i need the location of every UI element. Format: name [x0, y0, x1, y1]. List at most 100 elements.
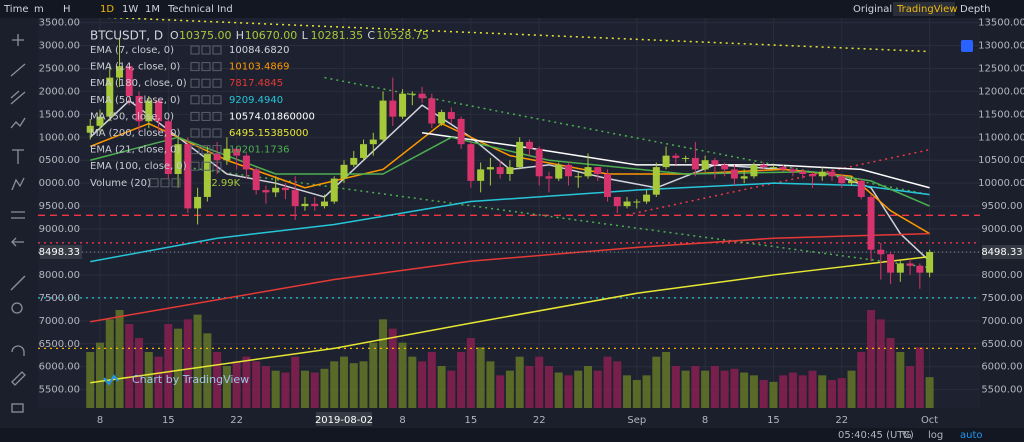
- candle-body: [301, 203, 309, 207]
- indicator-button[interactable]: [212, 128, 222, 138]
- indicator-button[interactable]: [201, 45, 211, 55]
- y-tick-label-left: 11000.00: [32, 132, 80, 143]
- volume-bar: [574, 370, 583, 408]
- volume-bar: [135, 338, 144, 408]
- shape-tool[interactable]: [11, 177, 25, 191]
- pattern-tool[interactable]: [10, 117, 26, 129]
- candle-body: [848, 180, 856, 184]
- y-tick-label-left: 12500.00: [32, 63, 80, 74]
- indicator-button[interactable]: [160, 178, 170, 188]
- candle-body: [477, 169, 485, 181]
- line-tool[interactable]: [10, 63, 26, 77]
- left-toolbar: [0, 18, 38, 442]
- y-tick-label: 6500.00: [981, 339, 1022, 350]
- volume-bar: [437, 366, 446, 408]
- candle-body: [574, 176, 582, 178]
- indicator-button[interactable]: [212, 161, 222, 171]
- interval-button[interactable]: H: [63, 4, 71, 15]
- back-tool[interactable]: [11, 237, 24, 247]
- candle-body: [721, 164, 729, 170]
- volume-bar: [515, 356, 524, 408]
- y-tick-label-left: 10500.00: [32, 155, 80, 166]
- candle-body: [838, 176, 846, 184]
- volume-bar: [847, 370, 856, 408]
- indicator-button[interactable]: [212, 95, 222, 105]
- volume-bar: [720, 370, 729, 408]
- view-button[interactable]: Depth: [960, 4, 990, 15]
- y-tick-label-left: 7000.00: [39, 316, 80, 327]
- indicator-reading: 10201.1736: [229, 145, 289, 156]
- indicator-button[interactable]: [212, 111, 222, 121]
- y-tick-label: 11000.00: [978, 132, 1024, 143]
- indicator-button[interactable]: [201, 62, 211, 72]
- indicator-button[interactable]: [190, 62, 200, 72]
- indicator-reading: 10103.4869: [229, 62, 289, 73]
- indicator-button[interactable]: [190, 45, 200, 55]
- volume-bar: [535, 356, 544, 408]
- indicator-button[interactable]: [190, 78, 200, 88]
- candle-body: [691, 157, 699, 170]
- indicator-button[interactable]: [201, 145, 211, 155]
- volume-bar: [652, 356, 661, 408]
- indicator-button[interactable]: [212, 78, 222, 88]
- crosshair-tool[interactable]: [12, 34, 24, 46]
- lock-tool[interactable]: [11, 403, 24, 413]
- indicator-name: MA (200, close, 0): [90, 128, 180, 139]
- candle-body: [926, 252, 934, 273]
- indicator-button[interactable]: [190, 95, 200, 105]
- candle-body: [525, 141, 533, 149]
- indicator-button[interactable]: [201, 161, 211, 171]
- interval-button[interactable]: 1M: [145, 4, 160, 15]
- indicator-button[interactable]: [201, 78, 211, 88]
- log-toggle[interactable]: log: [928, 430, 943, 441]
- interval-button[interactable]: Time: [3, 4, 28, 15]
- legend: BTCUSDT, D O 10375.00 H 10670.00 L 10281.35 C 1…: [90, 29, 429, 189]
- volume-bar: [691, 366, 700, 408]
- volume-bar: [740, 372, 749, 408]
- interval-button[interactable]: 1D: [100, 4, 114, 15]
- candle-body: [145, 100, 153, 122]
- zoom-tool[interactable]: [11, 302, 23, 314]
- candle-body: [389, 100, 397, 117]
- candle-body: [682, 157, 690, 159]
- scroll-button[interactable]: [961, 40, 973, 52]
- indicator-button[interactable]: [212, 145, 222, 155]
- indicator-button[interactable]: [190, 111, 200, 121]
- indicator-button[interactable]: [201, 111, 211, 121]
- auto-toggle[interactable]: auto: [960, 430, 983, 441]
- x-tick-label: 15: [767, 415, 780, 426]
- ruler-tool[interactable]: [10, 275, 26, 291]
- view-button[interactable]: Original: [853, 4, 892, 15]
- indicator-button[interactable]: [149, 178, 159, 188]
- interval-button[interactable]: Technical Ind: [167, 4, 233, 15]
- indicator-button[interactable]: [201, 95, 211, 105]
- candle-body: [584, 167, 592, 177]
- indicator-button[interactable]: [171, 178, 181, 188]
- volume-bar: [174, 328, 183, 408]
- volume-bar: [379, 319, 388, 408]
- volume-bar: [818, 375, 827, 408]
- magnet-tool[interactable]: [11, 345, 25, 356]
- indicator-button[interactable]: [190, 145, 200, 155]
- candle-body: [428, 98, 436, 124]
- interval-button[interactable]: 1W: [122, 4, 138, 15]
- y-tick-label: 11500.00: [978, 109, 1024, 120]
- view-button[interactable]: TradingView: [896, 4, 957, 15]
- text-tool[interactable]: [12, 149, 24, 164]
- indicator-button[interactable]: [201, 128, 211, 138]
- percent-toggle[interactable]: %: [902, 430, 912, 441]
- indicator-button[interactable]: [212, 62, 222, 72]
- symbol-title: BTCUSDT, D: [90, 29, 163, 43]
- candle-body: [194, 196, 202, 209]
- indicator-button[interactable]: [190, 128, 200, 138]
- volume-bar: [330, 361, 339, 408]
- interval-button[interactable]: m: [34, 4, 44, 15]
- candle-body: [233, 148, 241, 156]
- pencil-tool[interactable]: [11, 371, 26, 386]
- candle-body: [408, 93, 416, 95]
- fib-tool[interactable]: [10, 90, 26, 105]
- indicator-button[interactable]: [190, 161, 200, 171]
- measure-tool[interactable]: [11, 211, 25, 219]
- ohlc-value: 10670.00: [245, 29, 297, 42]
- indicator-button[interactable]: [212, 45, 222, 55]
